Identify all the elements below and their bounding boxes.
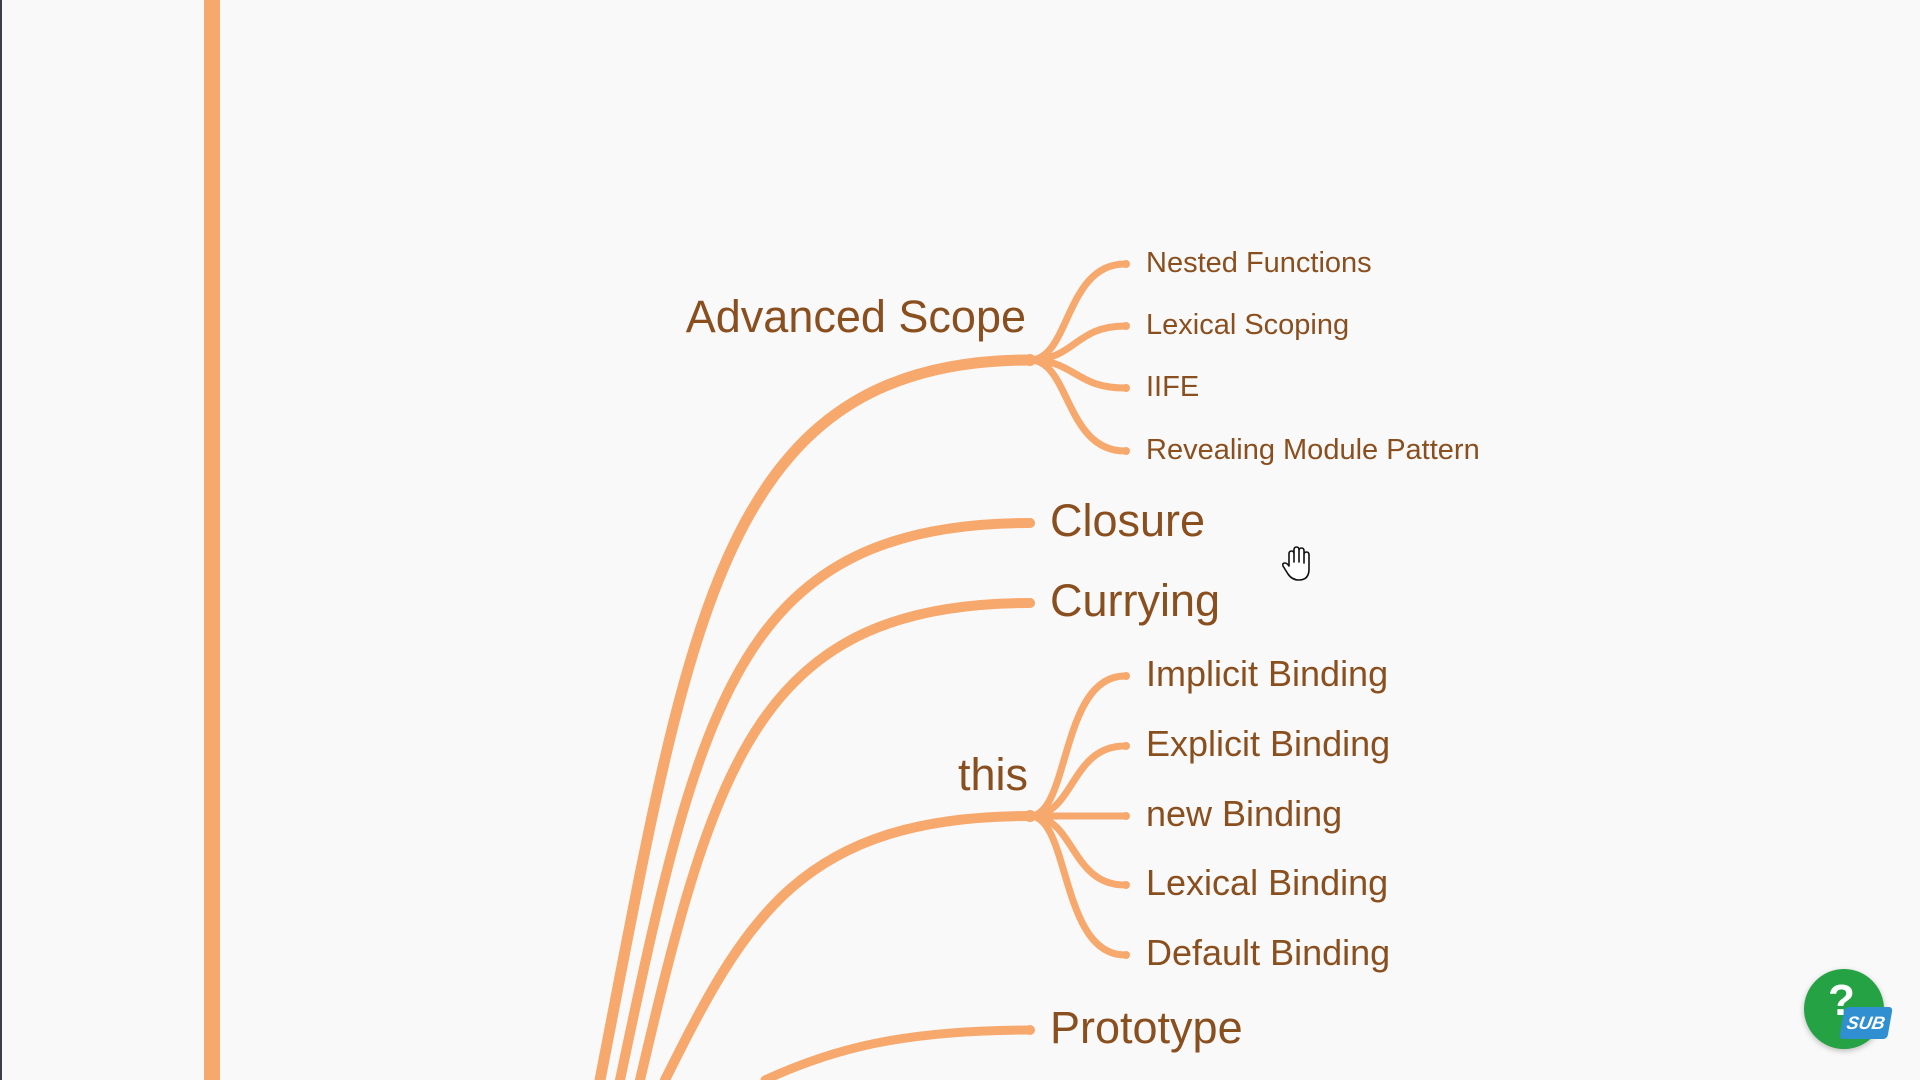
node-new-binding[interactable]: new Binding xyxy=(1146,793,1343,834)
node-explicit-binding[interactable]: Explicit Binding xyxy=(1146,723,1391,764)
connector-closure xyxy=(615,518,1035,1080)
node-implicit-binding[interactable]: Implicit Binding xyxy=(1146,653,1389,694)
open-hand-cursor-icon xyxy=(1281,546,1310,581)
mindmap-trunk-line xyxy=(204,0,220,1080)
node-lexical-binding[interactable]: Lexical Binding xyxy=(1146,862,1389,903)
node-default-binding[interactable]: Default Binding xyxy=(1146,932,1391,973)
connector-revealing-module xyxy=(1026,356,1129,455)
node-revealing-module-pattern[interactable]: Revealing Module Pattern xyxy=(1146,434,1480,466)
connector-this xyxy=(660,811,1035,1080)
node-prototype[interactable]: Prototype xyxy=(1050,1002,1243,1053)
connector-currying xyxy=(635,598,1035,1080)
connector-advanced-scope xyxy=(594,354,1036,1080)
node-iife[interactable]: IIFE xyxy=(1146,371,1200,403)
node-closure[interactable]: Closure xyxy=(1050,495,1206,546)
help-button[interactable]: ? SUB xyxy=(1804,969,1893,1049)
node-this[interactable]: this xyxy=(957,749,1028,800)
window-left-border xyxy=(0,0,2,1080)
node-currying[interactable]: Currying xyxy=(1050,575,1221,626)
connector-prototype xyxy=(760,1025,1035,1080)
connector-default-binding xyxy=(1026,812,1129,959)
node-lexical-scoping[interactable]: Lexical Scoping xyxy=(1146,309,1350,341)
node-nested-functions[interactable]: Nested Functions xyxy=(1146,247,1372,279)
node-advanced-scope[interactable]: Advanced Scope xyxy=(685,291,1026,342)
sub-badge: SUB xyxy=(1839,1007,1893,1039)
